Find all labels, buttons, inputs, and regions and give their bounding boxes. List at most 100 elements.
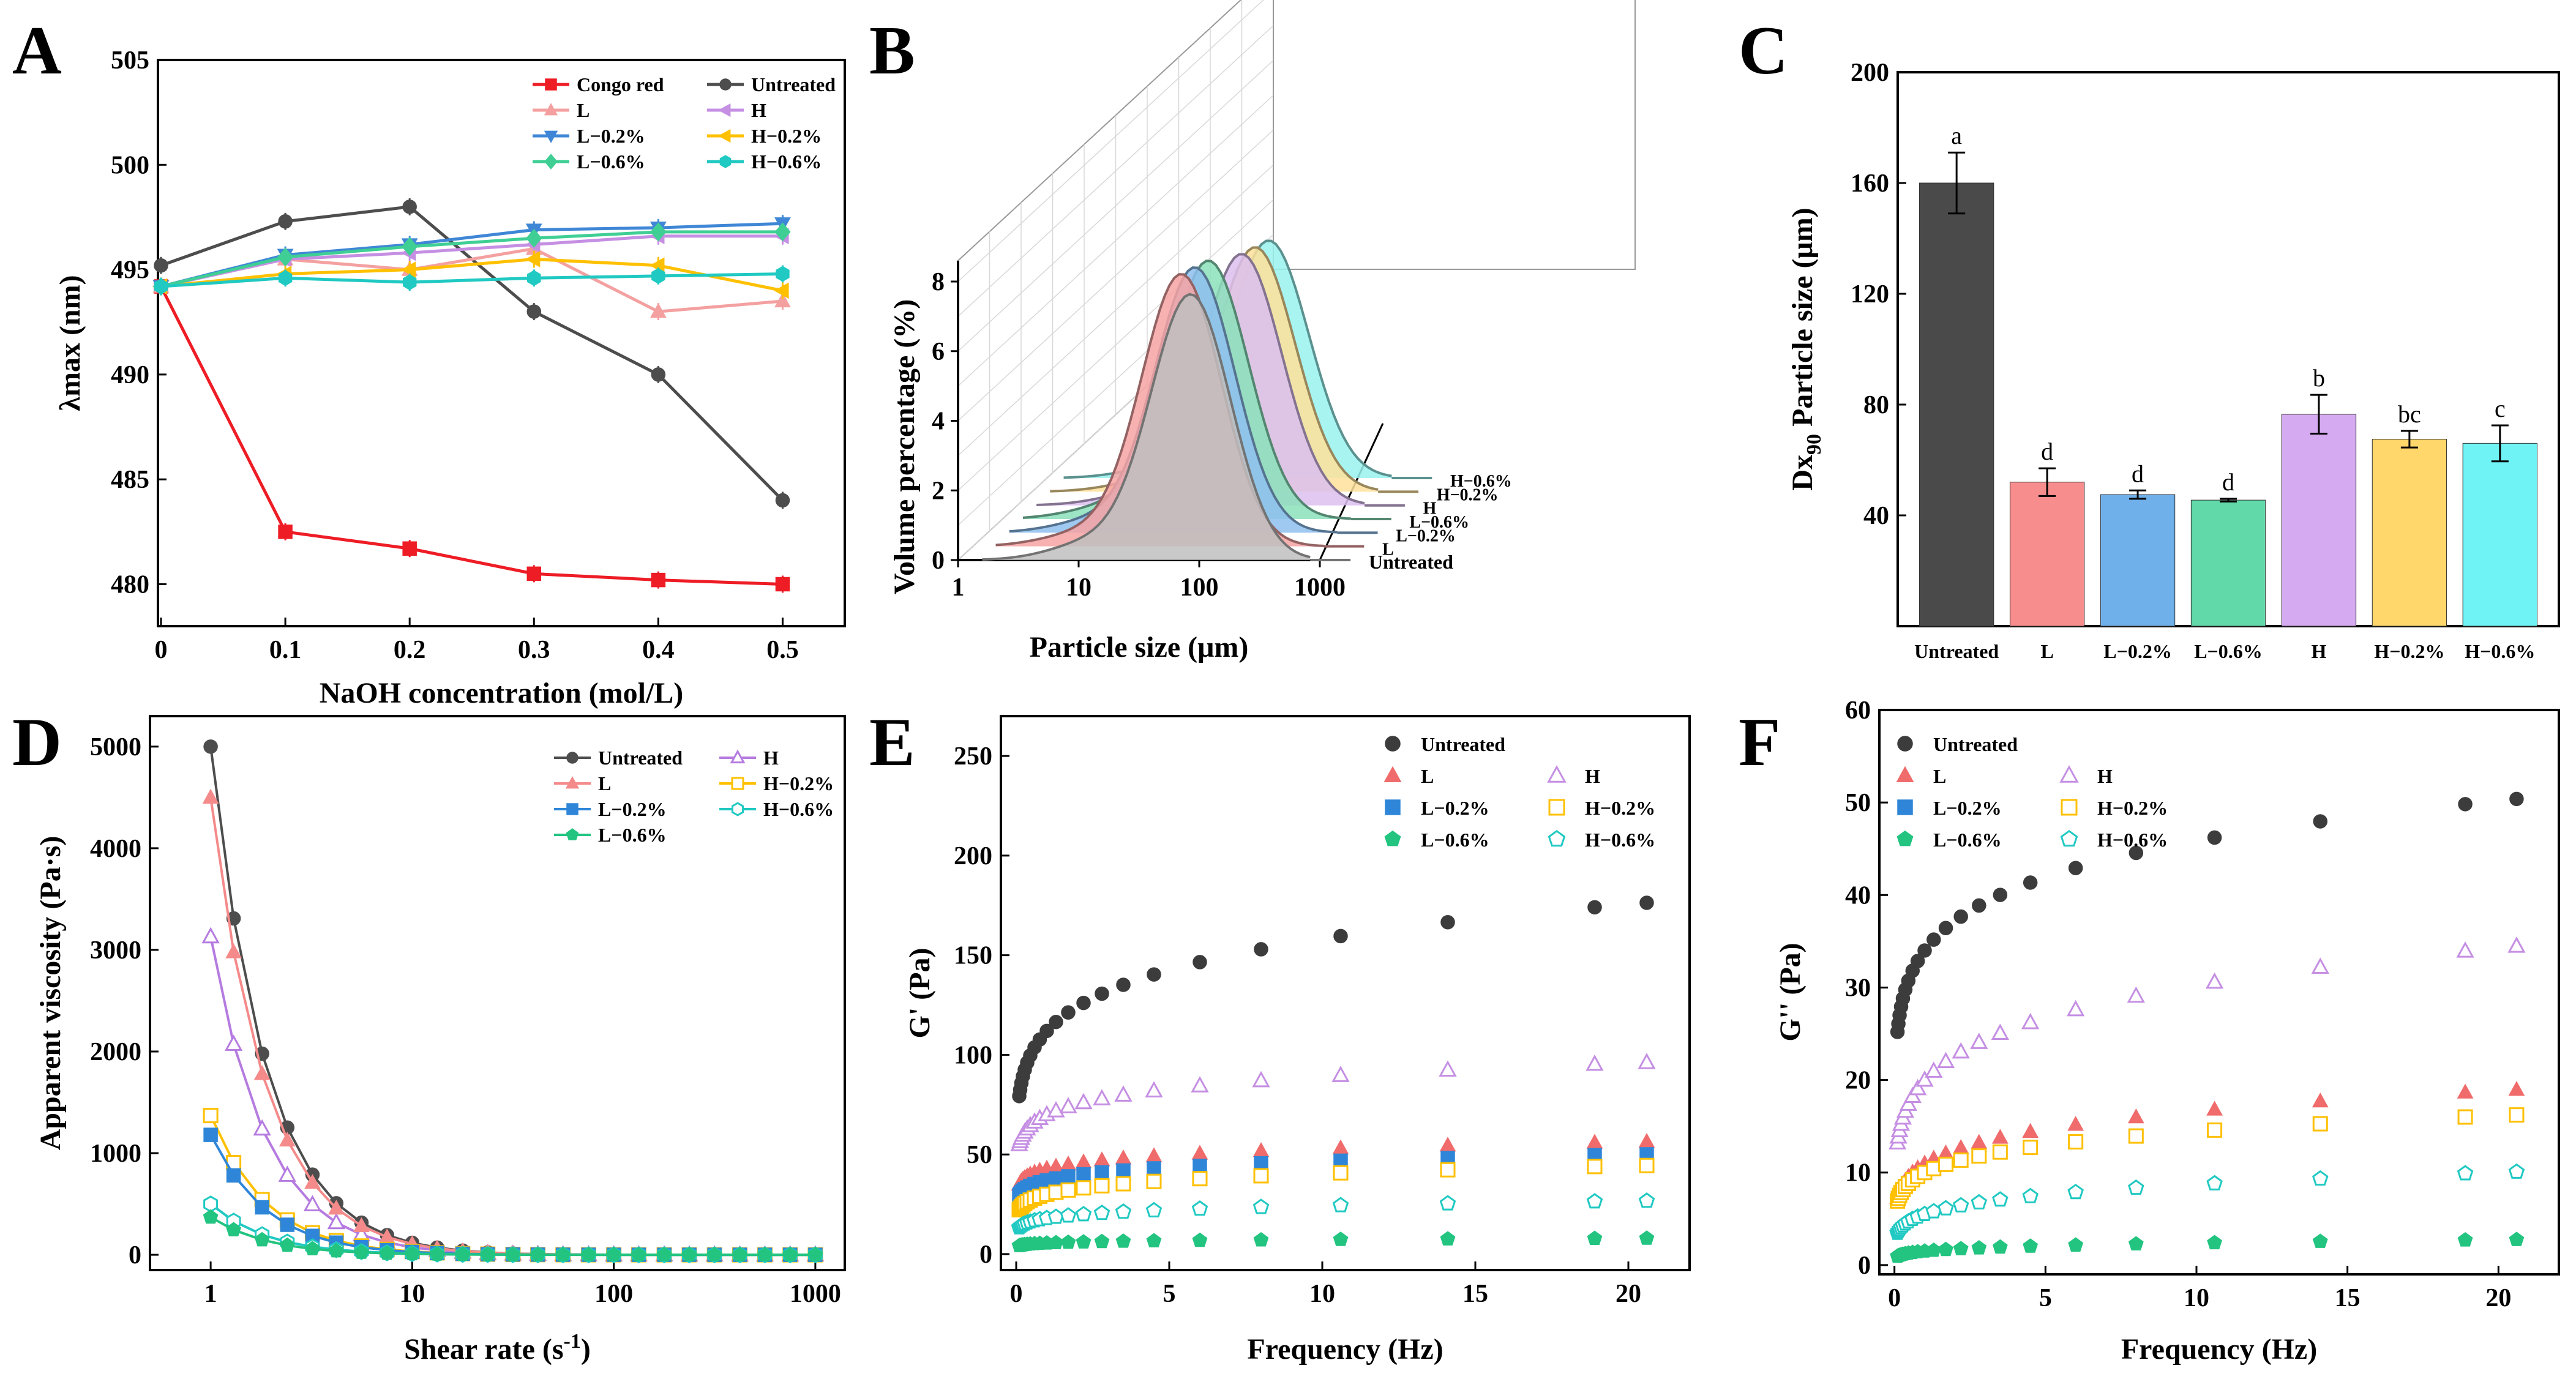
panel-d-line-h-0-2: [209, 1115, 815, 1257]
panel-d-point-l-0-6-20: [706, 1247, 722, 1261]
panel-f-point-untreated-12: [1953, 909, 1968, 924]
panel-d-xlabel-sup: -1: [564, 1330, 581, 1353]
panel-a-line-congo-red: [159, 285, 783, 586]
panel-d-frame: [149, 715, 846, 1271]
panel-e-xtick-label-0: 0: [1010, 1280, 1023, 1308]
panel-f-point-l-17: [2127, 1108, 2144, 1124]
panel-a-ytick-label-0: 480: [111, 570, 149, 599]
panel-a-point-untreated-5: [775, 493, 790, 508]
panel-e-point-l-0-6-19: [1440, 1231, 1456, 1246]
panel-e-point-l-18: [1332, 1139, 1349, 1154]
panel-a-point-l-0-6-5: [774, 222, 791, 242]
panel-e-point-h-0-2-12: [1076, 1180, 1091, 1196]
panel-a-legend-marker-l: [544, 103, 558, 116]
panel-d-point-l-0-6-13: [530, 1246, 545, 1261]
panel-e-legend-label-l-0-2: L−0.2%: [1421, 797, 1489, 819]
panel-d-point-h-0-2-0: [203, 1108, 219, 1124]
panel-f-point-l-0-6-16: [2068, 1237, 2084, 1252]
panel-e-point-h-0-2-14: [1115, 1176, 1131, 1192]
panel-a-point-h-0-6-5: [776, 266, 790, 282]
panel-e-point-l-0-6-20: [1587, 1230, 1603, 1246]
panel-b-series-label-h-0-2: H−0.2%: [1437, 485, 1499, 504]
panel-b-xtick-label-1: 10: [1066, 574, 1091, 602]
panel-f-point-h-0-6-20: [2457, 1165, 2474, 1181]
panel-e-point-h-0-6-14: [1115, 1203, 1132, 1219]
panel-a-point-l-0-6-2: [402, 237, 418, 256]
panel-c-bar-l-0-2: [2100, 494, 2176, 627]
panel-e-point-h-0-2-19: [1440, 1162, 1456, 1178]
panel-f-legend-marker-h-0-6: [2060, 829, 2078, 847]
panel-f-point-h-7: [1903, 1086, 1922, 1103]
panel-e-point-untreated-18: [1333, 929, 1348, 944]
panel-f-point-l-0-6-14: [1992, 1239, 2008, 1254]
panel-d-point-l-0-6-11: [480, 1246, 496, 1261]
panel-f-point-l-12: [1952, 1139, 1969, 1154]
panel-e-point-l-0-6-12: [1076, 1234, 1091, 1249]
panel-e-point-untreated-10: [1049, 1014, 1063, 1029]
panel-e-point-l-14: [1115, 1149, 1132, 1165]
panel-f-point-h-0-2-12: [1953, 1152, 1969, 1168]
panel-e-point-l-0-6-11: [1060, 1234, 1076, 1249]
panel-e-point-untreated-21: [1639, 895, 1654, 910]
panel-e-xtick-label-3: 15: [1462, 1280, 1488, 1308]
panel-a-legend-label-h: H: [751, 99, 766, 121]
panel-f-legend-label-untreated: Untreated: [1933, 733, 2018, 755]
panel-f-ytick-label-4: 40: [1845, 881, 1871, 910]
panel-f-point-h-0-6-16: [2067, 1183, 2084, 1200]
panel-f-legend-label-h-0-2: H−0.2%: [2097, 797, 2168, 819]
panel-e-ylabel: G' (Pa): [904, 948, 936, 1039]
panel-e-point-l-0-2-11: [1061, 1169, 1076, 1184]
panel-e-point-l-0-2-12: [1076, 1167, 1091, 1182]
panel-c-xtick-label-h-0-6: H−0.6%: [2465, 640, 2535, 662]
panel-d-point-l-0-6-1: [226, 1222, 242, 1236]
panel-a-legend-label-congo-red: Congo red: [577, 73, 664, 95]
panel-f-point-h-0-6-14: [1992, 1191, 2009, 1207]
panel-d-point-l-0-6-14: [555, 1247, 571, 1261]
panel-e-point-h-0-6-15: [1145, 1201, 1163, 1217]
panel-a-line-untreated: [160, 205, 784, 502]
panel-a-ytick-label-2: 490: [111, 361, 149, 389]
panel-d-xtick-label-2: 100: [594, 1280, 633, 1308]
panel-c-xtick-label-l-0-6: L−0.6%: [2194, 640, 2263, 662]
panel-a-point-untreated-3: [526, 304, 542, 319]
panel-a-legend-label-h-0-2: H−0.2%: [751, 125, 822, 147]
panel-d-point-l-0-6-17: [631, 1247, 646, 1261]
panel-c-significance-h-0-2: bc: [2398, 400, 2421, 428]
panel-f-legend-marker-l-0-2: [1897, 799, 1913, 815]
panel-f-point-untreated-21: [2509, 791, 2524, 807]
panel-a-point-h-0-6-2: [402, 274, 417, 291]
panel-f-ytick-label-0: 0: [1858, 1252, 1871, 1280]
panel-f-point-h-0-6-15: [2022, 1187, 2039, 1203]
panel-c-significance-untreated: a: [1951, 122, 1962, 149]
panel-f-point-l-0-6-15: [2023, 1238, 2039, 1253]
panel-a-xtick-label-0: 0: [155, 636, 168, 664]
panel-e-point-untreated-13: [1095, 986, 1109, 1001]
panel-c-ylabel-sub: 90: [1803, 434, 1825, 455]
panel-a-point-congo-red-1: [278, 525, 293, 539]
panel-f-point-l-0-6-13: [1971, 1240, 1987, 1255]
panel-e-point-h-0-6-13: [1093, 1205, 1110, 1220]
panel-e-point-h-0-6-20: [1586, 1193, 1603, 1209]
panel-e-point-l-11: [1060, 1155, 1077, 1171]
panel-f-ytick-label-6: 60: [1845, 697, 1871, 725]
panel-d-point-l-1: [225, 943, 242, 958]
panel-f-legend-marker-l: [1896, 766, 1914, 782]
panel-b-xtick-label-0: 1: [952, 574, 965, 602]
panel-a-point-congo-red-4: [651, 572, 666, 588]
panel-f-point-h-0-6-21: [2508, 1163, 2525, 1179]
panel-d-point-l-0-6-19: [681, 1247, 697, 1261]
panel-e-legend-label-l-0-6: L−0.6%: [1421, 829, 1489, 851]
panel-a-line-l-0-6: [160, 230, 783, 288]
panel-f-point-l-19: [2312, 1092, 2329, 1108]
panel-d-legend-label-h-0-2: H−0.2%: [763, 772, 834, 794]
panel-d-point-l-0-6-9: [429, 1246, 445, 1261]
panel-f-point-l-0-6-17: [2128, 1236, 2144, 1251]
panel-e-point-l-0-6-10: [1048, 1235, 1064, 1250]
panel-f-point-l-0-6-12: [1953, 1241, 1969, 1255]
panel-c-significance-l-0-6: d: [2222, 468, 2234, 496]
panel-e-ytick-label-0: 0: [979, 1241, 992, 1269]
panel-d-point-l-0-6-7: [379, 1245, 395, 1260]
panel-d-legend-marker-l: [565, 776, 580, 789]
panel-f-point-l-14: [1991, 1129, 2009, 1144]
